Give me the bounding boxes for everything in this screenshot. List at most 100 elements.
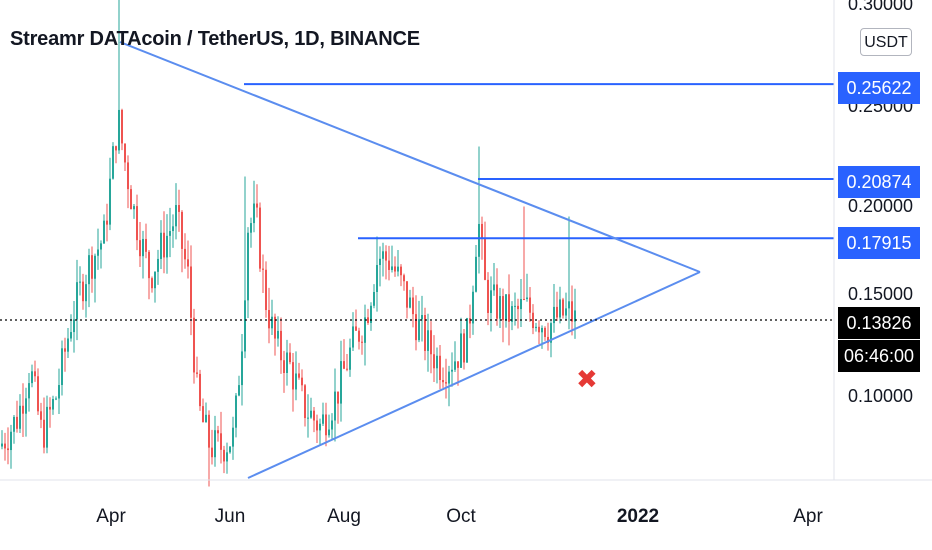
candle-body (115, 146, 117, 151)
candle-body (574, 310, 576, 322)
candle-body (205, 414, 207, 423)
candle-body (118, 109, 120, 151)
candle-body (97, 249, 99, 256)
time-axis-label: Jun (214, 506, 246, 527)
candle-body (10, 431, 12, 451)
candle-body (376, 265, 378, 293)
candle-body (103, 220, 105, 244)
candle-body (106, 220, 108, 225)
candle-body (280, 330, 282, 361)
candle-body (526, 297, 528, 300)
candle-body (220, 433, 222, 450)
candle-body (130, 189, 132, 210)
candle-body (454, 361, 456, 370)
candle-body (373, 292, 375, 306)
candle-body (127, 162, 129, 190)
candle-body (556, 306, 558, 318)
candle-body (235, 395, 237, 428)
candle-body (283, 360, 285, 373)
candle-body (379, 258, 381, 266)
candle-body (124, 143, 126, 163)
candle-body (238, 385, 240, 396)
candle-body (571, 301, 573, 322)
candle-body (109, 178, 111, 225)
candle-body (538, 326, 540, 333)
candle-body (40, 411, 42, 420)
candle-body (346, 368, 348, 370)
candle-body (469, 318, 471, 324)
candle-body (16, 416, 18, 429)
candle-body (4, 443, 6, 449)
bar-close-countdown: 06:46:00 (838, 340, 920, 372)
candle-body (400, 266, 402, 276)
candle-body (145, 238, 147, 252)
candle-body (13, 416, 15, 432)
candle-body (208, 414, 210, 448)
candle-body (514, 305, 516, 307)
candle-body (349, 347, 351, 370)
candle-body (415, 314, 417, 341)
candle-body (394, 266, 396, 272)
candle-body (136, 206, 138, 241)
candle-body (274, 316, 276, 339)
candle-body (7, 448, 9, 451)
candle-body (202, 406, 204, 423)
candle-body (412, 297, 414, 315)
candle-body (181, 211, 183, 249)
currency-selector-button[interactable]: USDT (860, 28, 912, 56)
candle-body (88, 255, 90, 285)
candle-body (370, 305, 372, 323)
candle-body (334, 391, 336, 421)
candle-body (190, 266, 192, 318)
candle-body (391, 266, 393, 270)
level-price-tag[interactable]: 0.20874 (838, 166, 920, 198)
candle-body (529, 297, 531, 313)
time-axis-label: Oct (446, 506, 476, 527)
candle-body (547, 336, 549, 343)
candle-body (166, 235, 168, 258)
level-price-tag[interactable]: 0.17915 (838, 227, 920, 259)
candle-body (169, 231, 171, 236)
candle-body (64, 348, 66, 352)
candle-body (91, 255, 93, 279)
time-axis-label: Aug (327, 506, 361, 527)
candle-body (532, 312, 534, 329)
candle-body (523, 299, 525, 301)
candle-body (301, 377, 303, 386)
candle-body (58, 385, 60, 399)
candle-body (31, 371, 33, 384)
candle-body (226, 452, 228, 462)
candle-body (253, 203, 255, 224)
candle-body (295, 373, 297, 390)
candle-body (46, 406, 48, 448)
candle-body (442, 380, 444, 383)
candle-body (451, 369, 453, 372)
candle-body (148, 251, 150, 279)
candle-body (307, 417, 309, 419)
candle-body (433, 354, 435, 369)
candle-body (232, 427, 234, 447)
candle-body (496, 284, 498, 319)
candle-body (316, 420, 318, 431)
candle-body (427, 330, 429, 351)
candle-body (466, 318, 468, 363)
candle-body (241, 351, 243, 386)
level-price-tag[interactable]: 0.25622 (838, 72, 920, 104)
candle-body (112, 146, 114, 179)
candle-body (322, 414, 324, 424)
candle-body (1, 443, 3, 447)
candle-body (559, 299, 561, 318)
candle-body (256, 203, 258, 208)
candle-body (151, 278, 153, 289)
candle-body (217, 430, 219, 434)
price-axis-tick: 0.20000 (848, 196, 914, 216)
candle-body (298, 373, 300, 378)
candle-body (409, 297, 411, 308)
candle-body (82, 281, 84, 302)
candle-body (286, 352, 288, 373)
candle-body (478, 223, 480, 257)
candle-body (163, 232, 165, 258)
candle-body (355, 326, 357, 331)
candle-body (22, 405, 24, 414)
